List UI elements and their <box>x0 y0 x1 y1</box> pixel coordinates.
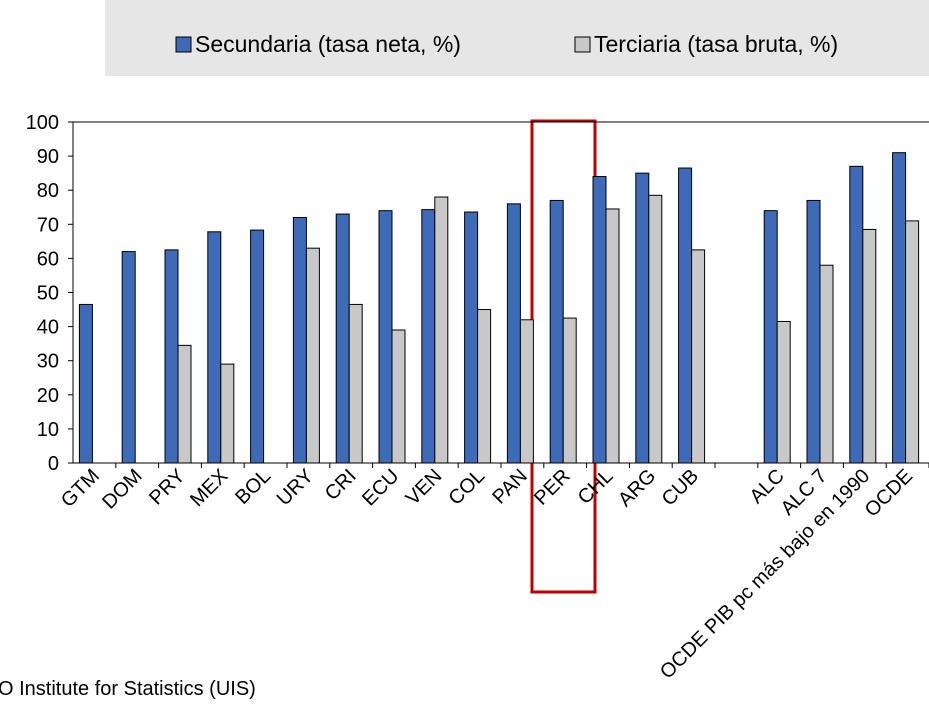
y-tick-label: 0 <box>48 453 59 475</box>
x-tick-label: GTM <box>57 465 104 512</box>
y-tick-label: 20 <box>37 385 59 407</box>
bar <box>678 167 693 464</box>
bar <box>292 216 307 464</box>
bar <box>335 213 350 464</box>
bar <box>549 199 564 464</box>
bar <box>177 344 192 464</box>
x-tick-label: VEN <box>402 465 447 510</box>
legend-label: Secundaria (tasa neta, %) <box>195 31 461 57</box>
x-tick-label: ARG <box>614 465 660 511</box>
bar <box>806 199 821 464</box>
y-tick-label: 50 <box>37 283 59 305</box>
x-tick-label: OCDE <box>861 465 917 521</box>
bar <box>434 196 449 464</box>
bar <box>763 210 778 464</box>
bar <box>819 264 834 464</box>
y-tick-label: 80 <box>37 180 59 202</box>
bar <box>635 172 650 464</box>
source-note: O Institute for Statistics (UIS) <box>0 678 256 700</box>
bar <box>905 220 920 464</box>
bar <box>562 317 577 464</box>
y-tick-label: 30 <box>37 351 59 373</box>
bar <box>207 231 222 464</box>
bar <box>648 194 663 464</box>
bar <box>892 152 907 464</box>
legend-swatch <box>574 36 591 53</box>
bar <box>78 303 93 464</box>
bar <box>391 329 406 464</box>
x-tick-label: CRI <box>321 465 361 505</box>
y-tick-label: 70 <box>37 214 59 236</box>
bar <box>305 247 320 464</box>
y-tick-label: 60 <box>37 248 59 270</box>
bar <box>506 203 521 464</box>
legend-box <box>105 0 929 76</box>
x-tick-label: BOL <box>231 465 275 509</box>
x-tick-label: PAN <box>488 465 532 509</box>
legend-swatch <box>175 36 192 53</box>
x-tick-label: CUB <box>658 465 703 510</box>
bar <box>592 176 607 464</box>
y-tick-label: 40 <box>37 317 59 339</box>
bar <box>849 165 864 464</box>
y-tick-label: 90 <box>37 146 59 168</box>
x-tick-label: DOM <box>98 465 147 514</box>
x-tick-label: PRY <box>145 465 189 509</box>
bar <box>378 210 393 464</box>
bar <box>776 320 791 464</box>
bar <box>464 211 479 464</box>
bar <box>220 363 235 464</box>
bar <box>477 309 492 464</box>
x-tick-label: ECU <box>358 465 403 510</box>
bar <box>121 251 136 464</box>
y-tick-label: 100 <box>26 112 59 134</box>
y-tick-label: 10 <box>37 419 59 441</box>
bar <box>519 319 534 464</box>
x-tick-label: COL <box>444 465 489 510</box>
bar <box>250 229 265 464</box>
bar <box>164 249 179 464</box>
bar <box>605 208 620 464</box>
x-tick-label: PER <box>530 465 575 510</box>
x-tick-label: MEX <box>186 465 232 511</box>
legend-label: Terciaria (tasa bruta, %) <box>594 31 838 57</box>
bar <box>348 303 363 464</box>
bar <box>862 228 877 464</box>
bar <box>421 209 436 464</box>
x-tick-label: URY <box>273 465 318 510</box>
bar <box>691 249 706 464</box>
x-tick-label: CHL <box>574 465 618 509</box>
